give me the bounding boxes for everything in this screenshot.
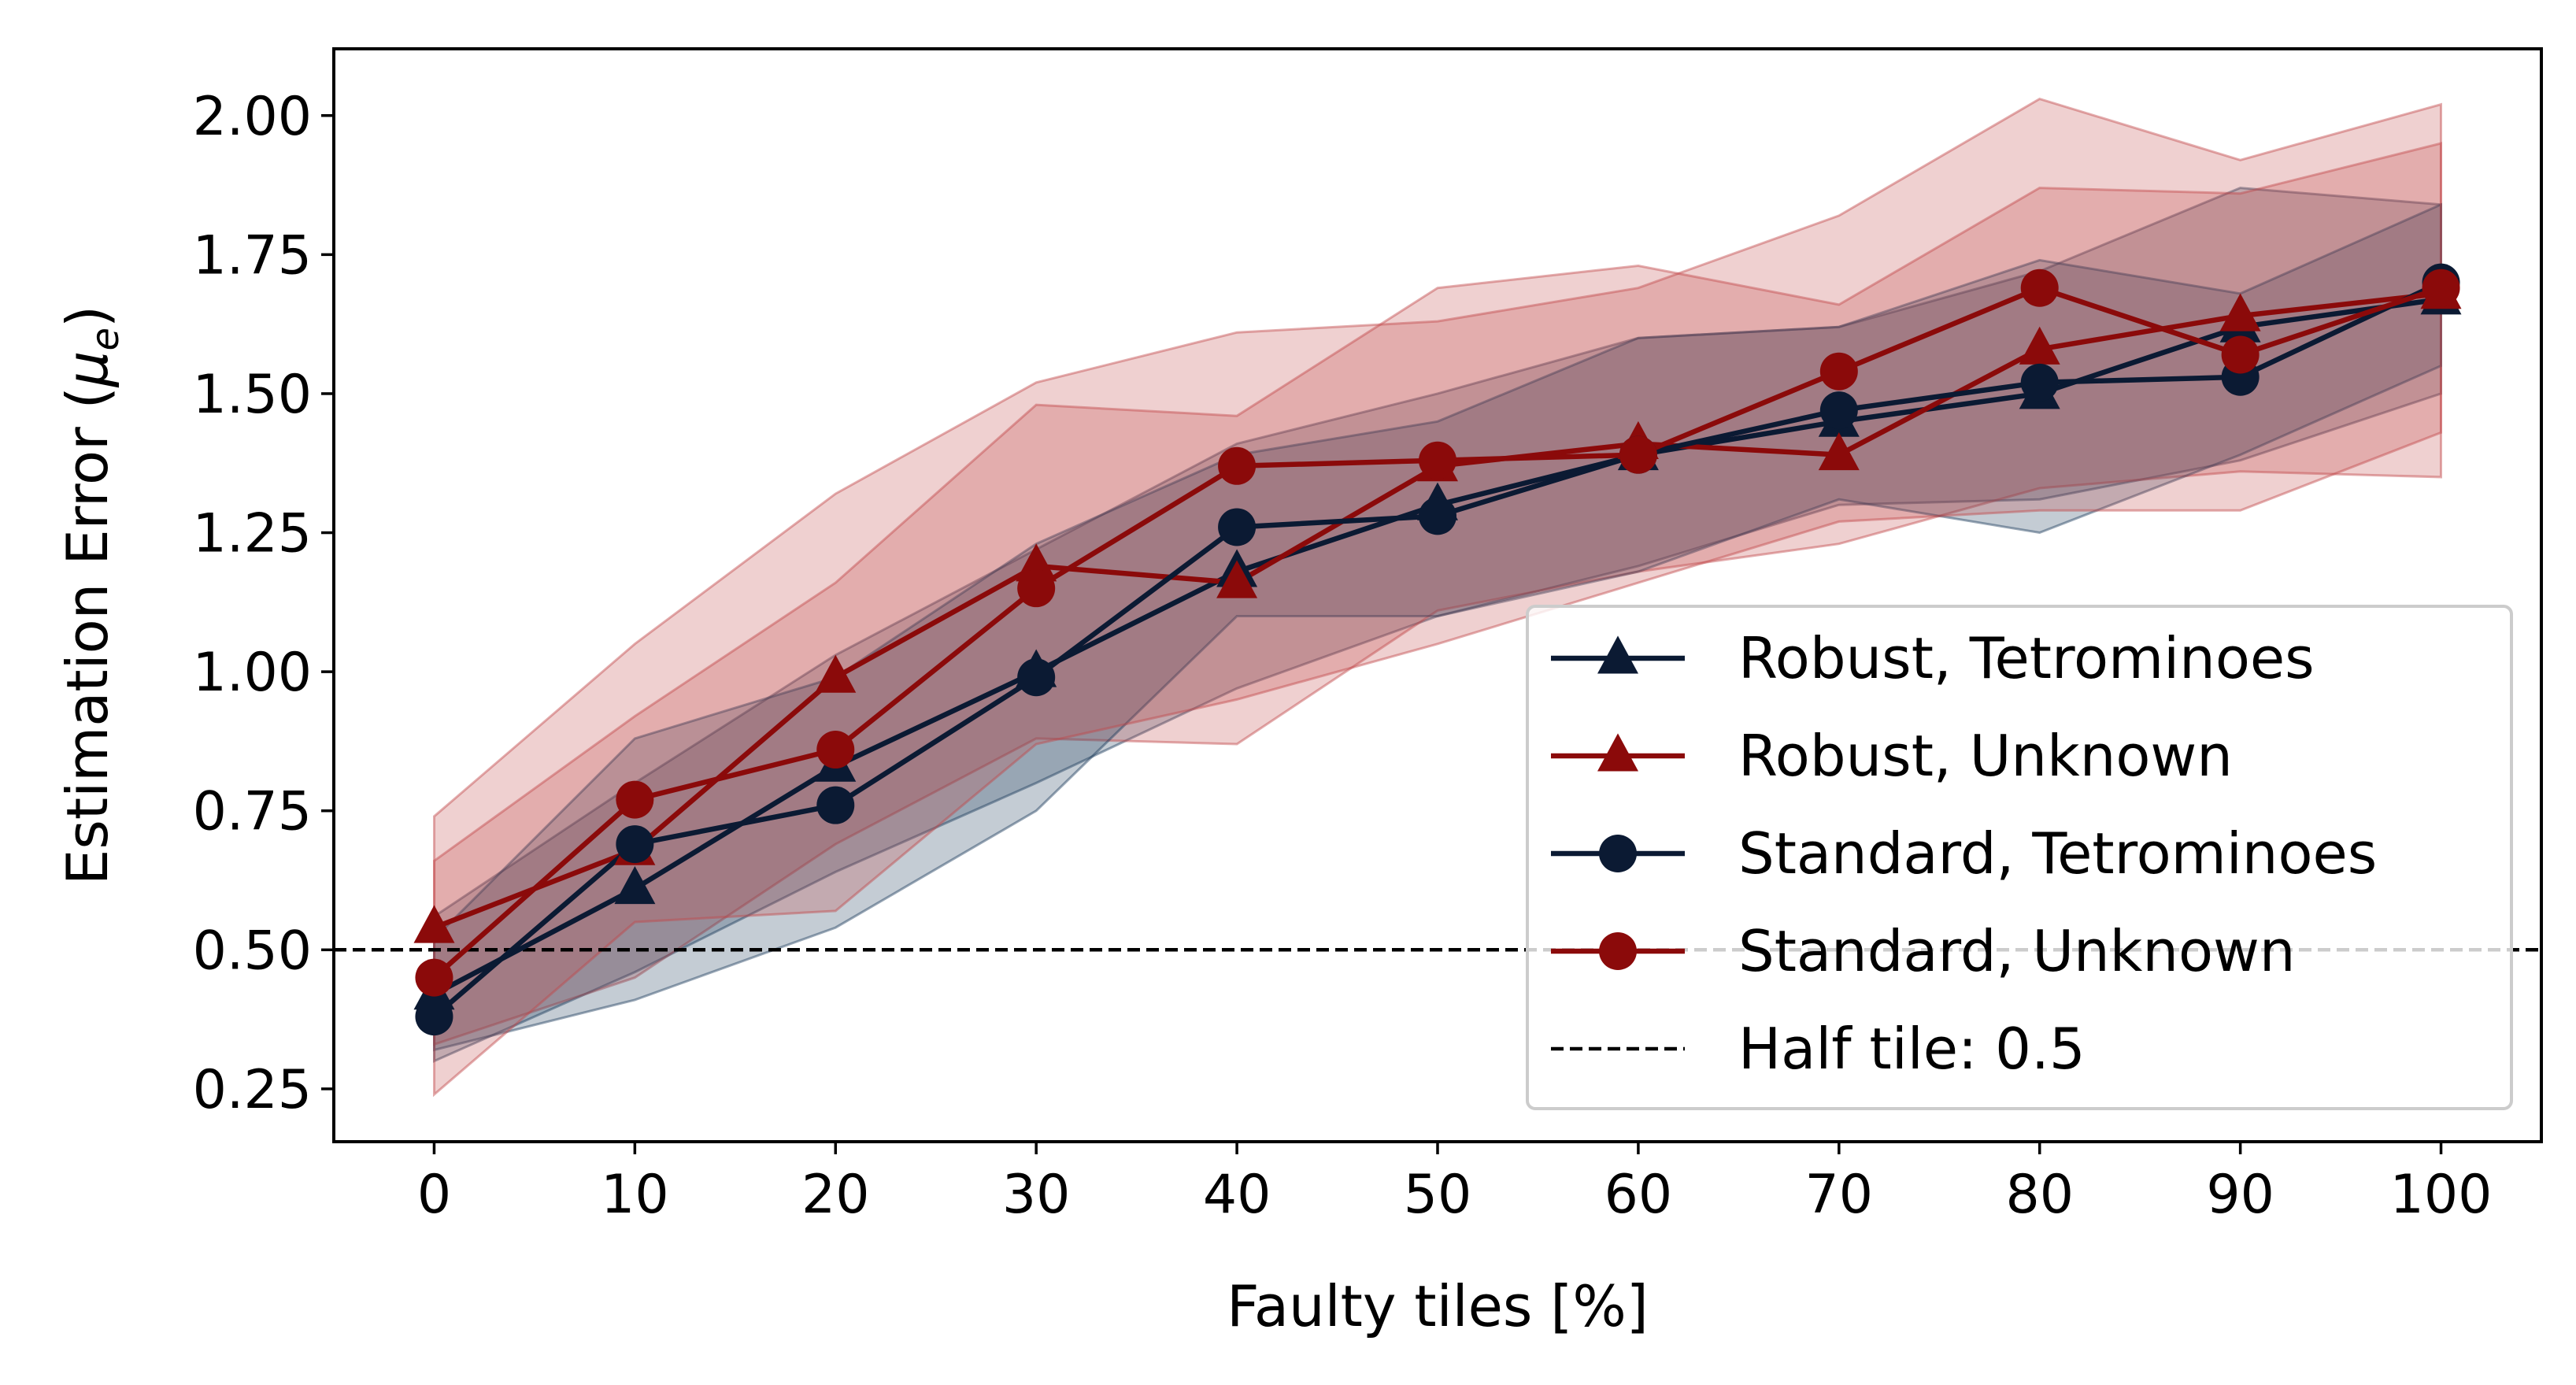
point-series-4-x70 <box>1819 352 1858 391</box>
point-series-3-x50 <box>1419 497 1456 535</box>
x-tick-label: 20 <box>801 1164 870 1226</box>
point-series-4-x80 <box>2020 268 2059 307</box>
y-tick-label: 0.25 <box>193 1059 312 1121</box>
point-series-2-x80 <box>2019 326 2060 365</box>
point-series-3-x70 <box>1819 391 1858 430</box>
x-tick-label: 0 <box>417 1164 451 1226</box>
band-series-2 <box>433 97 2442 1046</box>
x-tick-label: 90 <box>2206 1164 2274 1226</box>
y-axis: 0.25 0.50 0.75 1.00 1.25 1.50 1.75 2.00 <box>193 86 334 1121</box>
y-tick-label: 0.75 <box>193 781 312 843</box>
point-series-4-x40 <box>1218 446 1257 485</box>
y-axis-label-symbol: μ <box>54 351 120 388</box>
x-axis-label: Faulty tiles [%] <box>1227 1273 1649 1339</box>
x-tick-label: 10 <box>601 1164 669 1226</box>
point-series-4-x90 <box>2221 335 2260 374</box>
y-tick-label: 1.50 <box>193 364 312 426</box>
point-series-2-x70 <box>1818 432 1860 471</box>
point-series-4-x100 <box>2422 268 2460 307</box>
legend-label-3: Standard, Tetrominoes <box>1738 820 2377 887</box>
band-series-3 <box>433 202 2442 1052</box>
x-tick-label: 80 <box>2005 1164 2074 1226</box>
point-series-3-x10 <box>616 825 654 864</box>
y-tick-label: 1.75 <box>193 224 312 287</box>
point-series-2-x20 <box>815 654 857 693</box>
point-series-3-x0 <box>415 998 453 1036</box>
y-tick-label: 1.25 <box>193 503 312 565</box>
point-series-2-x30 <box>1016 543 1057 582</box>
x-tick-label: 40 <box>1203 1164 1271 1226</box>
series-markers <box>413 263 2462 1036</box>
point-series-2-x40 <box>1216 560 1258 598</box>
point-series-3-x80 <box>2020 363 2059 402</box>
legend-box <box>1526 605 2513 1110</box>
point-series-3-x30 <box>1017 658 1056 697</box>
point-series-1-x10 <box>614 866 656 905</box>
legend-marker-4 <box>1599 932 1637 970</box>
y-tick-label: 0.50 <box>193 920 312 982</box>
legend-marker-2 <box>1597 733 1638 772</box>
point-series-2-x90 <box>2219 293 2261 331</box>
band-series-4 <box>433 142 2442 1098</box>
point-series-3-x40 <box>1218 508 1257 546</box>
point-series-4-x60 <box>1619 435 1657 474</box>
point-series-2-x0 <box>413 905 455 943</box>
point-series-4-x0 <box>415 958 453 997</box>
legend: Robust, Tetrominoes Robust, Unknown Standa… <box>1526 605 2513 1110</box>
y-axis-label-subscript: e <box>83 328 128 351</box>
x-tick-label: 30 <box>1002 1164 1071 1226</box>
x-tick-label: 50 <box>1404 1164 1472 1226</box>
x-axis: 0 10 20 30 40 50 60 70 80 90 100 <box>417 1142 2493 1226</box>
y-axis-label-main: Estimation Error ( <box>54 387 120 885</box>
point-series-4-x10 <box>616 780 654 819</box>
legend-label-4: Standard, Unknown <box>1738 918 2296 984</box>
y-axis-label: Estimation Error (μe) <box>54 306 128 885</box>
point-series-4-x50 <box>1419 441 1456 480</box>
x-tick-label: 70 <box>1805 1164 1874 1226</box>
point-series-3-x20 <box>816 786 855 824</box>
legend-label-5: Half tile: 0.5 <box>1738 1016 2086 1082</box>
y-tick-label: 1.00 <box>193 642 312 704</box>
y-axis-label-close: ) <box>54 306 120 328</box>
point-series-4-x20 <box>816 731 855 769</box>
y-tick-label: 2.00 <box>193 86 312 148</box>
x-tick-label: 100 <box>2390 1164 2493 1226</box>
point-series-4-x30 <box>1017 569 1056 608</box>
legend-label-2: Robust, Unknown <box>1738 723 2233 789</box>
legend-marker-1 <box>1597 635 1638 674</box>
legend-marker-3 <box>1599 835 1637 872</box>
legend-label-1: Robust, Tetrominoes <box>1738 625 2315 691</box>
x-tick-label: 60 <box>1604 1164 1673 1226</box>
